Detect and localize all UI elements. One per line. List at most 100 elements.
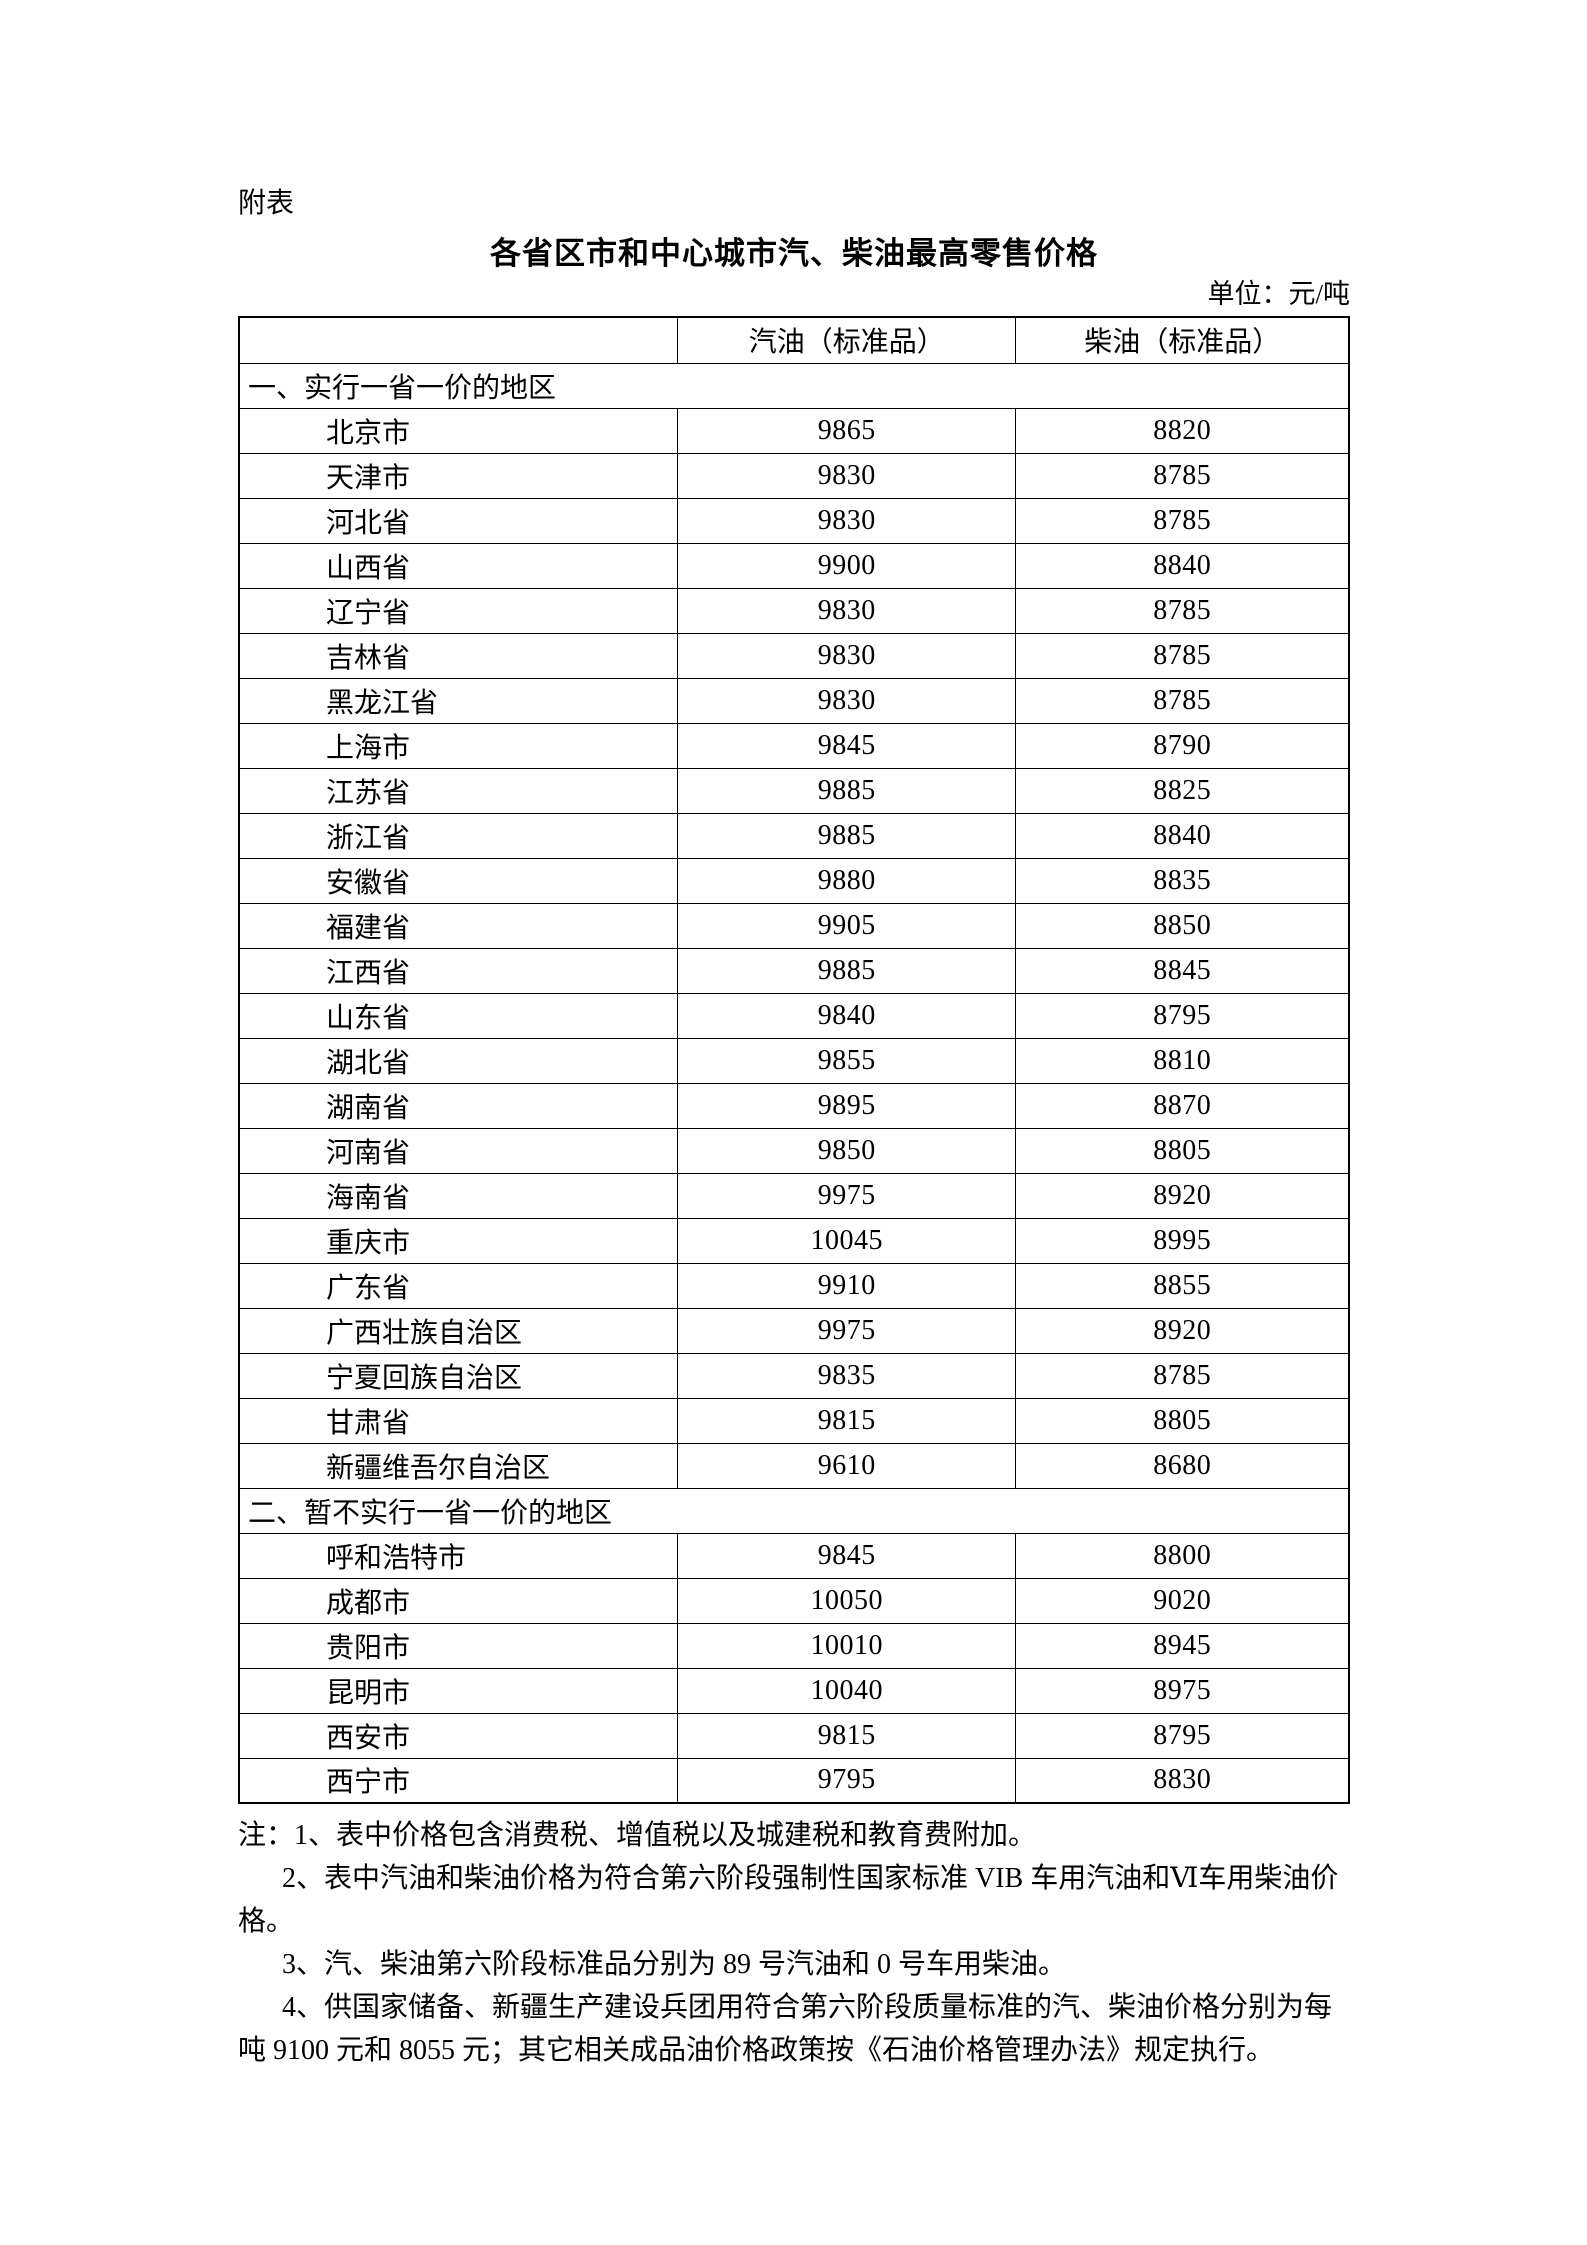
diesel-price-cell: 8800 (1015, 1532, 1350, 1579)
note-line: 4、供国家储备、新疆生产建设兵团用符合第六阶段质量标准的汽、柴油价格分别为每 (282, 1992, 1333, 2023)
table-row: 呼和浩特市 9845 8800 (238, 1532, 1350, 1579)
table-row: 广东省 9910 8855 (238, 1262, 1350, 1309)
gasoline-price-cell: 9830 (676, 587, 1017, 634)
region-cell: 贵阳市 (238, 1622, 678, 1669)
gasoline-price-cell: 9910 (676, 1262, 1017, 1309)
region-cell: 重庆市 (238, 1217, 678, 1264)
table-row: 贵阳市 10010 8945 (238, 1622, 1350, 1669)
diesel-price-cell: 8820 (1015, 407, 1350, 454)
header-gasoline-cell: 汽油（标准品） (676, 316, 1017, 364)
gasoline-price-cell: 9815 (676, 1397, 1017, 1444)
region-cell: 山东省 (238, 992, 678, 1039)
gasoline-price-cell: 9830 (676, 497, 1017, 544)
gasoline-price-cell: 9885 (676, 812, 1017, 859)
gasoline-price-cell: 9850 (676, 1127, 1017, 1174)
gasoline-price-cell: 10040 (676, 1667, 1017, 1714)
region-cell: 河南省 (238, 1127, 678, 1174)
gasoline-price-cell: 10010 (676, 1622, 1017, 1669)
region-cell: 广西壮族自治区 (238, 1307, 678, 1354)
diesel-price-cell: 8920 (1015, 1307, 1350, 1354)
gasoline-price-cell: 9830 (676, 677, 1017, 724)
diesel-price-cell: 8795 (1015, 992, 1350, 1039)
document-page: 附表 各省区市和中心城市汽、柴油最高零售价格 单位：元/吨 汽油（标准品） 柴油… (238, 0, 1350, 2072)
diesel-price-cell: 8845 (1015, 947, 1350, 994)
region-cell: 湖南省 (238, 1082, 678, 1129)
region-cell: 江西省 (238, 947, 678, 994)
diesel-price-cell: 8805 (1015, 1127, 1350, 1174)
region-cell: 成都市 (238, 1577, 678, 1624)
gasoline-price-cell: 9835 (676, 1352, 1017, 1399)
diesel-price-cell: 8840 (1015, 542, 1350, 589)
diesel-price-cell: 8945 (1015, 1622, 1350, 1669)
appendix-label: 附表 (238, 188, 295, 219)
gasoline-price-cell: 9885 (676, 767, 1017, 814)
section-label: 二、暂不实行一省一价的地区 (238, 1487, 1350, 1534)
diesel-price-cell: 8850 (1015, 902, 1350, 949)
diesel-price-cell: 8785 (1015, 497, 1350, 544)
table-row: 湖南省 9895 8870 (238, 1082, 1350, 1129)
diesel-price-cell: 8920 (1015, 1172, 1350, 1219)
table-row: 山东省 9840 8795 (238, 992, 1350, 1039)
table-row: 吉林省 9830 8785 (238, 632, 1350, 679)
region-cell: 福建省 (238, 902, 678, 949)
gasoline-price-cell: 9865 (676, 407, 1017, 454)
gasoline-price-cell: 9895 (676, 1082, 1017, 1129)
note-line: 2、表中汽油和柴油价格为符合第六阶段强制性国家标准 VIB 车用汽油和Ⅵ车用柴油… (282, 1863, 1339, 1894)
gasoline-price-cell: 10050 (676, 1577, 1017, 1624)
diesel-price-cell: 8790 (1015, 722, 1350, 769)
region-cell: 新疆维吾尔自治区 (238, 1442, 678, 1489)
table-row: 宁夏回族自治区 9835 8785 (238, 1352, 1350, 1399)
diesel-price-cell: 8810 (1015, 1037, 1350, 1084)
header-region-cell (238, 316, 678, 364)
diesel-price-cell: 8835 (1015, 857, 1350, 904)
table-row: 江苏省 9885 8825 (238, 767, 1350, 814)
diesel-price-cell: 8870 (1015, 1082, 1350, 1129)
diesel-price-cell: 8825 (1015, 767, 1350, 814)
diesel-price-cell: 8855 (1015, 1262, 1350, 1309)
region-cell: 海南省 (238, 1172, 678, 1219)
region-cell: 湖北省 (238, 1037, 678, 1084)
note-line: 3、汽、柴油第六阶段标准品分别为 89 号汽油和 0 号车用柴油。 (282, 1949, 1067, 1980)
diesel-price-cell: 8785 (1015, 587, 1350, 634)
gasoline-price-cell: 9795 (676, 1757, 1017, 1804)
region-cell: 安徽省 (238, 857, 678, 904)
page-title: 各省区市和中心城市汽、柴油最高零售价格 (490, 236, 1098, 272)
header-diesel-cell: 柴油（标准品） (1015, 316, 1350, 364)
table-row: 上海市 9845 8790 (238, 722, 1350, 769)
gasoline-price-cell: 9815 (676, 1712, 1017, 1759)
table-row: 辽宁省 9830 8785 (238, 587, 1350, 634)
diesel-price-cell: 8785 (1015, 1352, 1350, 1399)
gasoline-price-cell: 9845 (676, 1532, 1017, 1579)
region-cell: 西宁市 (238, 1757, 678, 1804)
gasoline-price-cell: 9880 (676, 857, 1017, 904)
diesel-price-cell: 8995 (1015, 1217, 1350, 1264)
gasoline-price-cell: 9610 (676, 1442, 1017, 1489)
region-cell: 上海市 (238, 722, 678, 769)
region-cell: 浙江省 (238, 812, 678, 859)
gasoline-price-cell: 9885 (676, 947, 1017, 994)
diesel-price-cell: 8840 (1015, 812, 1350, 859)
diesel-price-cell: 9020 (1015, 1577, 1350, 1624)
gasoline-price-cell: 9830 (676, 452, 1017, 499)
diesel-price-cell: 8975 (1015, 1667, 1350, 1714)
region-cell: 吉林省 (238, 632, 678, 679)
gasoline-price-cell: 9975 (676, 1307, 1017, 1354)
diesel-price-cell: 8805 (1015, 1397, 1350, 1444)
region-cell: 西安市 (238, 1712, 678, 1759)
gasoline-price-cell: 9905 (676, 902, 1017, 949)
notes-block: 注：1、表中价格包含消费税、增值税以及城建税和教育费附加。 2、表中汽油和柴油价格… (238, 1814, 1350, 2072)
table-row: 河南省 9850 8805 (238, 1127, 1350, 1174)
gasoline-price-cell: 9855 (676, 1037, 1017, 1084)
table-row: 黑龙江省 9830 8785 (238, 677, 1350, 724)
region-cell: 广东省 (238, 1262, 678, 1309)
region-cell: 天津市 (238, 452, 678, 499)
note-line: 注：1、表中价格包含消费税、增值税以及城建税和教育费附加。 (238, 1820, 1037, 1851)
diesel-price-cell: 8785 (1015, 677, 1350, 724)
diesel-price-cell: 8785 (1015, 452, 1350, 499)
region-cell: 山西省 (238, 542, 678, 589)
table-row: 福建省 9905 8850 (238, 902, 1350, 949)
table-header-row: 汽油（标准品） 柴油（标准品） (238, 316, 1350, 364)
gasoline-price-cell: 9845 (676, 722, 1017, 769)
region-cell: 江苏省 (238, 767, 678, 814)
region-cell: 宁夏回族自治区 (238, 1352, 678, 1399)
